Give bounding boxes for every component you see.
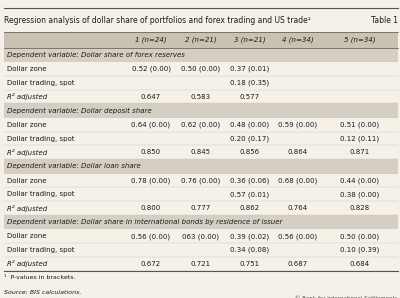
Bar <box>4 103 398 118</box>
Text: 1 (n=24): 1 (n=24) <box>135 37 167 43</box>
Text: 0.684: 0.684 <box>350 261 370 267</box>
Text: R² adjusted: R² adjusted <box>7 204 48 212</box>
Text: 0.864: 0.864 <box>288 149 308 155</box>
Text: 0.48 (0.00): 0.48 (0.00) <box>230 122 270 128</box>
Text: R² adjusted: R² adjusted <box>7 260 48 267</box>
Bar <box>4 76 398 90</box>
Text: Dependent variable: Dollar loan share: Dependent variable: Dollar loan share <box>7 163 141 170</box>
Text: 0.51 (0.00): 0.51 (0.00) <box>340 122 380 128</box>
Bar <box>4 257 398 271</box>
Text: 0.52 (0.00): 0.52 (0.00) <box>132 66 170 72</box>
Bar <box>4 215 398 229</box>
Text: 0.50 (0.00): 0.50 (0.00) <box>340 233 380 240</box>
Text: 063 (0.00): 063 (0.00) <box>182 233 220 240</box>
Text: 4 (n=34): 4 (n=34) <box>282 37 314 43</box>
Text: 0.37 (0.01): 0.37 (0.01) <box>230 66 270 72</box>
Text: 0.68 (0.00): 0.68 (0.00) <box>278 177 318 184</box>
Text: 0.76 (0.00): 0.76 (0.00) <box>181 177 221 184</box>
Text: R² adjusted: R² adjusted <box>7 149 48 156</box>
Text: 2 (n=21): 2 (n=21) <box>185 37 217 43</box>
Bar <box>4 229 398 243</box>
Text: Dollar zone: Dollar zone <box>7 122 47 128</box>
Text: 0.577: 0.577 <box>240 94 260 100</box>
Text: 0.672: 0.672 <box>141 261 161 267</box>
Bar <box>4 90 398 103</box>
Text: 0.856: 0.856 <box>240 149 260 155</box>
Text: Dollar zone: Dollar zone <box>7 233 47 239</box>
Text: 0.871: 0.871 <box>350 149 370 155</box>
Text: ¹  P-values in brackets.: ¹ P-values in brackets. <box>4 275 76 280</box>
Text: Dollar trading, spot: Dollar trading, spot <box>7 191 75 197</box>
Text: 0.34 (0.08): 0.34 (0.08) <box>230 247 270 253</box>
Text: 0.12 (0.11): 0.12 (0.11) <box>340 135 380 142</box>
Bar <box>4 174 398 187</box>
Text: 0.862: 0.862 <box>240 205 260 211</box>
Text: 0.850: 0.850 <box>141 149 161 155</box>
Bar <box>4 145 398 159</box>
Text: Dependent variable: Dollar share of forex reserves: Dependent variable: Dollar share of fore… <box>7 52 185 58</box>
Text: 0.18 (0.35): 0.18 (0.35) <box>230 80 270 86</box>
Text: 0.78 (0.00): 0.78 (0.00) <box>131 177 171 184</box>
Bar <box>4 132 398 145</box>
Text: 0.57 (0.01): 0.57 (0.01) <box>230 191 270 198</box>
Text: 0.62 (0.00): 0.62 (0.00) <box>182 122 220 128</box>
Text: 0.800: 0.800 <box>141 205 161 211</box>
Bar <box>4 62 398 76</box>
Text: Source: BIS calculations.: Source: BIS calculations. <box>4 290 81 295</box>
Text: Table 1: Table 1 <box>371 16 398 25</box>
Text: Dollar trading, spot: Dollar trading, spot <box>7 80 75 86</box>
Text: Dollar zone: Dollar zone <box>7 66 47 72</box>
Text: 0.39 (0.02): 0.39 (0.02) <box>230 233 270 240</box>
Text: 0.64 (0.00): 0.64 (0.00) <box>132 122 170 128</box>
Text: Dependent variable: Dollar share in international bonds by residence of issuer: Dependent variable: Dollar share in inte… <box>7 219 282 225</box>
Bar <box>4 201 398 215</box>
Text: 0.50 (0.00): 0.50 (0.00) <box>182 66 220 72</box>
Text: 5 (n=34): 5 (n=34) <box>344 37 376 43</box>
Text: 0.647: 0.647 <box>141 94 161 100</box>
Text: 0.56 (0.00): 0.56 (0.00) <box>278 233 318 240</box>
Text: Dollar zone: Dollar zone <box>7 178 47 184</box>
Text: Regression analysis of dollar share of portfolios and forex trading and US trade: Regression analysis of dollar share of p… <box>4 16 311 25</box>
Text: 0.36 (0.06): 0.36 (0.06) <box>230 177 270 184</box>
Text: 0.56 (0.00): 0.56 (0.00) <box>132 233 170 240</box>
Bar <box>4 243 398 257</box>
Text: R² adjusted: R² adjusted <box>7 93 48 100</box>
Text: 0.583: 0.583 <box>191 94 211 100</box>
Text: © Bank for International Settlements: © Bank for International Settlements <box>295 296 398 298</box>
Text: 0.845: 0.845 <box>191 149 211 155</box>
Text: 0.777: 0.777 <box>191 205 211 211</box>
Text: 0.721: 0.721 <box>191 261 211 267</box>
Bar <box>4 32 398 48</box>
Text: 3 (n=21): 3 (n=21) <box>234 37 266 43</box>
Text: 0.59 (0.00): 0.59 (0.00) <box>278 122 318 128</box>
Text: Dependent variable: Dollar deposit share: Dependent variable: Dollar deposit share <box>7 108 152 114</box>
Text: Dollar trading, spot: Dollar trading, spot <box>7 136 75 142</box>
Text: 0.38 (0.00): 0.38 (0.00) <box>340 191 380 198</box>
Text: 0.828: 0.828 <box>350 205 370 211</box>
Bar <box>4 187 398 201</box>
Text: 0.10 (0.39): 0.10 (0.39) <box>340 247 380 253</box>
Text: 0.687: 0.687 <box>288 261 308 267</box>
Text: 0.44 (0.00): 0.44 (0.00) <box>340 177 380 184</box>
Bar <box>4 159 398 174</box>
Bar <box>4 118 398 132</box>
Text: Dollar trading, spot: Dollar trading, spot <box>7 247 75 253</box>
Bar <box>4 48 398 62</box>
Text: 0.764: 0.764 <box>288 205 308 211</box>
Text: 0.20 (0.17): 0.20 (0.17) <box>230 135 270 142</box>
Text: 0.751: 0.751 <box>240 261 260 267</box>
